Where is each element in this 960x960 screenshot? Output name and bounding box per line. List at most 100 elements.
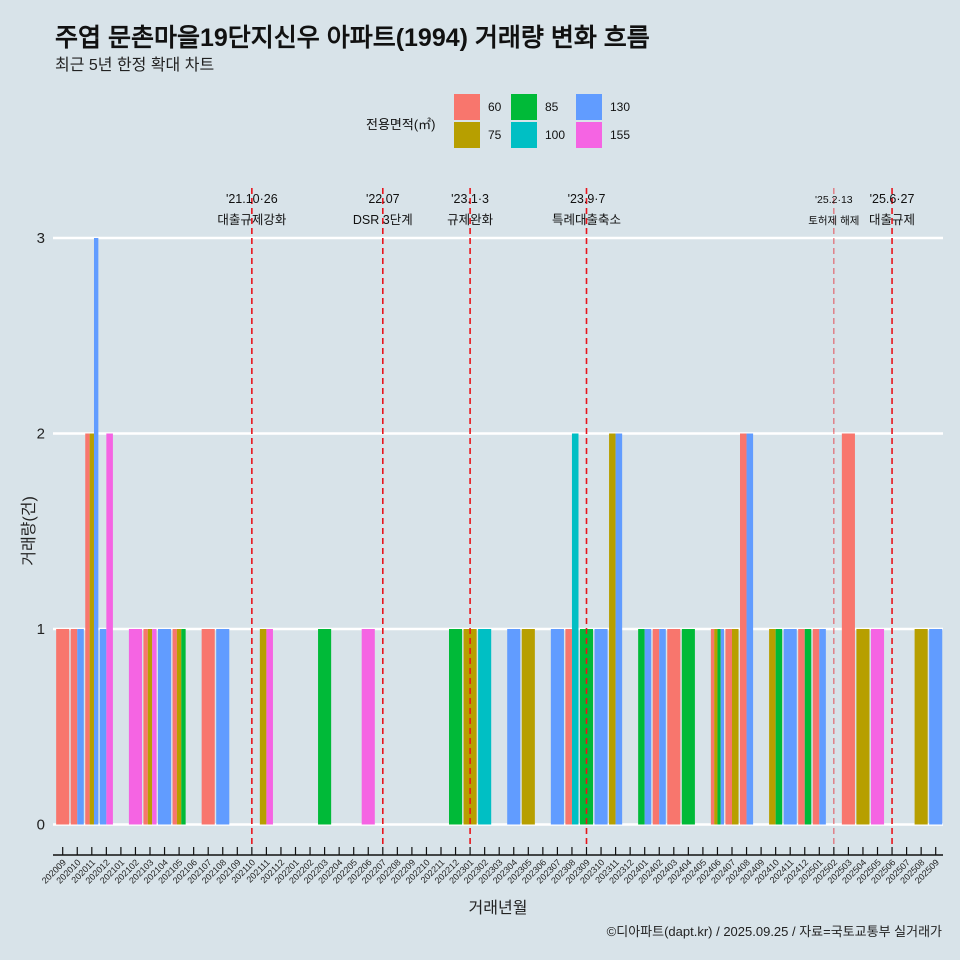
bar-202407-75 [732, 629, 739, 825]
event-date: '25.2·13 [815, 194, 853, 206]
bar-202308-60 [565, 629, 572, 825]
event-label: 토허제 해제 [808, 214, 859, 227]
bar-202104-130 [158, 629, 172, 825]
y-tick-label: 3 [37, 230, 45, 247]
bar-202501-130 [819, 629, 826, 825]
x-axis: 2020092020102020112020122021012021022021… [40, 847, 943, 886]
bar-202010-60 [70, 629, 78, 825]
bar-202309-85 [579, 629, 594, 825]
event-label: 규제완화 [447, 213, 494, 227]
bar-202012-155 [106, 433, 113, 825]
y-axis-title: 거래량(건) [20, 496, 38, 566]
bar-202011-130 [93, 238, 99, 825]
bar-202011-75 [89, 433, 94, 825]
bar-202107-60 [201, 629, 215, 825]
bar-202310-130 [594, 629, 608, 825]
bar-202311-130 [615, 433, 623, 825]
bar-202111-155 [266, 629, 273, 825]
event-markers: '21.10·26 대출규제강화 '22.07 DSR 3단계 '23.1·3 규제완화 '… [217, 188, 915, 845]
legend-key-85 [511, 94, 537, 120]
chart-subtitle: 최근 5년 한정 확대 차트 [55, 56, 214, 74]
footer-credit: ©디아파트(dapt.kr) / 2025.09.25 / 자료=국토교통부 실… [607, 924, 942, 939]
event-date: '23.1·3 [451, 192, 489, 206]
bar-202406-75 [714, 629, 718, 825]
bar-202508-75 [914, 629, 928, 825]
legend-key-155 [576, 122, 602, 148]
bar-202105-85 [181, 629, 186, 825]
legend-key-75 [454, 122, 480, 148]
bar-202304-130 [507, 629, 521, 825]
bar-202206-155 [361, 629, 375, 825]
event-label: DSR 3단계 [353, 213, 413, 227]
bar-202412-60 [798, 629, 805, 825]
event-label: 대출규제 [869, 213, 915, 227]
event-date: '21.10·26 [226, 192, 278, 206]
bar-202103-60 [143, 629, 148, 825]
bar-202505-155 [870, 629, 885, 825]
x-axis-title: 거래년월 [469, 899, 528, 917]
bar-202010-130 [77, 629, 84, 825]
chart-title: 주엽 문촌마을19단지신우 아파트(1994) 거래량 변화 흐름 [55, 24, 650, 52]
bar-202111-75 [259, 629, 267, 825]
bar-202509-130 [929, 629, 943, 825]
bar-202307-130 [550, 629, 564, 825]
bar-202403-60 [667, 629, 681, 825]
bar-202406-60 [710, 629, 715, 825]
y-tick-label: 1 [37, 621, 45, 638]
bar-202408-60 [740, 433, 747, 825]
bar-202503-60 [841, 433, 855, 825]
bar-202301-75 [463, 629, 477, 825]
bar-202412-85 [804, 629, 812, 825]
legend-title: 전용면적(㎡) [366, 117, 436, 132]
legend-key-60 [454, 94, 480, 120]
event-label: 대출규제강화 [217, 213, 287, 227]
legend-label-100: 100 [545, 128, 565, 142]
bars [56, 238, 943, 825]
event-date: '22.07 [366, 192, 400, 206]
bar-202011-60 [85, 433, 90, 825]
bar-202009-60 [56, 629, 70, 825]
bar-202108-130 [216, 629, 230, 825]
bar-202406-130 [720, 629, 724, 825]
bar-202410-75 [769, 629, 776, 825]
legend-key-130 [576, 94, 602, 120]
bar-202012-130 [99, 629, 107, 825]
y-tick-label: 0 [37, 817, 45, 834]
event-date: '23.9·7 [568, 192, 606, 206]
event-date: '25.6·27 [870, 192, 915, 206]
bar-202203-85 [318, 629, 332, 825]
bar-202410-85 [775, 629, 783, 825]
bar-202406-85 [717, 629, 721, 825]
legend-label-60: 60 [488, 100, 502, 114]
bar-202103-75 [147, 629, 153, 825]
bar-202102-155 [128, 629, 142, 825]
event-label: 특례대출축소 [552, 213, 621, 227]
legend: 전용면적(㎡) 60 75 85 100 130 155 [366, 94, 630, 148]
bar-202401-85 [638, 629, 645, 825]
bar-202212-85 [449, 629, 463, 825]
bar-202402-130 [659, 629, 666, 825]
legend-label-155: 155 [610, 128, 630, 142]
bar-202302-100 [478, 629, 492, 825]
y-axis-ticks: 0 1 2 3 [37, 230, 45, 834]
bar-202105-60 [172, 629, 177, 825]
bar-202404-85 [681, 629, 695, 825]
bar-202501-60 [812, 629, 820, 825]
legend-label-75: 75 [488, 128, 502, 142]
bar-202504-75 [856, 629, 870, 825]
bar-202407-60 [725, 629, 732, 825]
y-tick-label: 2 [37, 426, 45, 443]
bar-202408-130 [746, 433, 754, 825]
legend-label-130: 130 [610, 100, 630, 114]
bar-202105-75 [176, 629, 182, 825]
legend-key-100 [511, 122, 537, 148]
bar-202402-60 [652, 629, 660, 825]
bar-202401-130 [644, 629, 652, 825]
bar-202311-75 [609, 433, 616, 825]
bar-202305-75 [521, 629, 535, 825]
bar-202411-130 [783, 629, 797, 825]
bar-202308-100 [571, 433, 579, 825]
bar-202103-155 [152, 629, 157, 825]
